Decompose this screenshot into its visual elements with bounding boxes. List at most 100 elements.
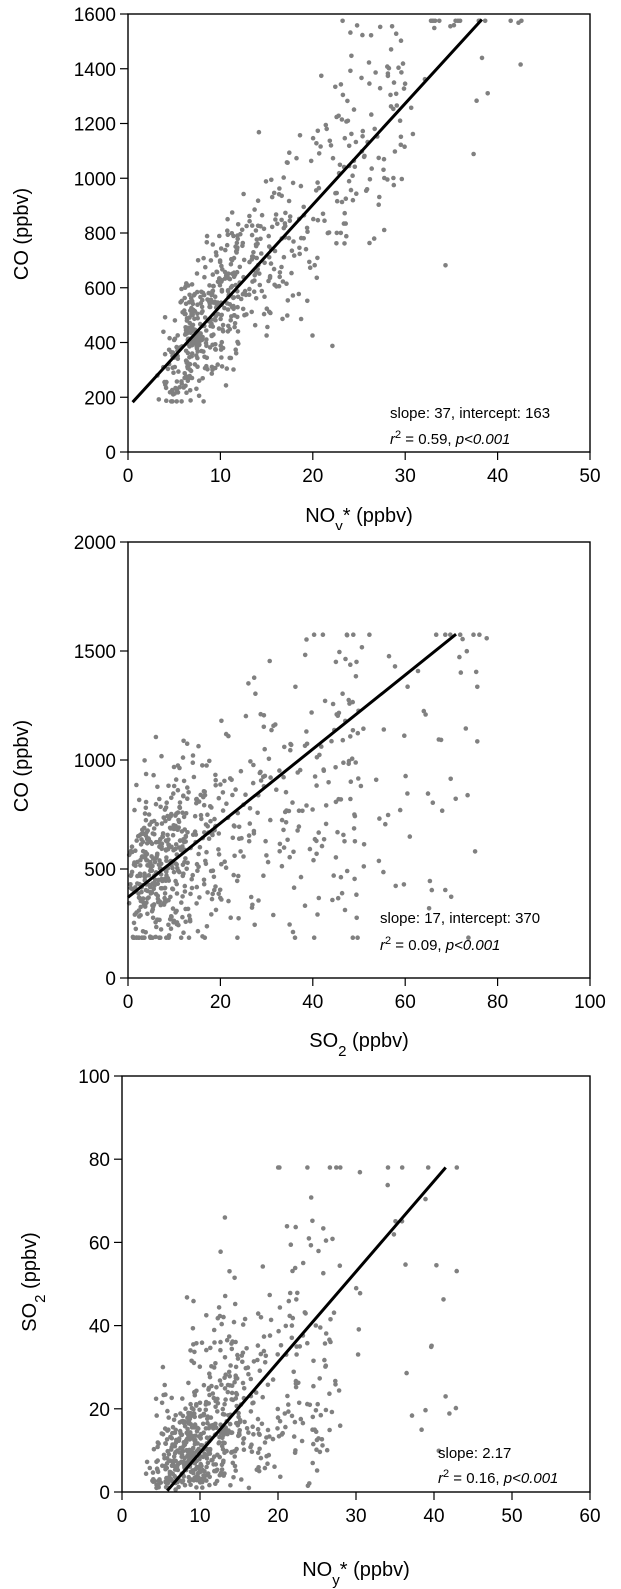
data-point <box>237 264 243 270</box>
data-point <box>275 1165 281 1170</box>
data-point <box>227 1269 232 1274</box>
data-point <box>264 1435 269 1440</box>
data-point <box>134 838 139 843</box>
data-point <box>178 935 184 940</box>
data-point <box>180 1479 185 1485</box>
data-point <box>216 847 221 852</box>
data-point <box>169 1435 175 1441</box>
data-point <box>402 144 407 149</box>
data-point <box>218 782 223 787</box>
data-point <box>225 228 230 233</box>
data-point <box>153 734 159 740</box>
data-point <box>292 1419 298 1425</box>
data-point <box>323 1238 329 1243</box>
data-point <box>180 1449 186 1454</box>
data-point <box>143 799 149 805</box>
data-point <box>202 274 207 280</box>
data-point <box>401 86 407 91</box>
data-point <box>213 1468 218 1474</box>
data-point <box>320 1443 325 1448</box>
data-point <box>209 292 214 298</box>
data-point <box>213 783 218 788</box>
data-point <box>197 895 202 900</box>
data-point <box>204 240 210 245</box>
data-point <box>128 873 134 879</box>
data-point <box>334 198 340 204</box>
x-tick-label: 20 <box>210 992 231 1013</box>
data-point <box>273 212 279 217</box>
data-point <box>240 1441 246 1446</box>
data-point <box>298 183 304 189</box>
data-point <box>241 191 246 197</box>
data-point <box>333 1382 338 1387</box>
data-point <box>164 1456 170 1461</box>
data-point <box>343 656 348 662</box>
data-point <box>401 882 407 887</box>
data-point <box>170 392 176 397</box>
data-point <box>242 288 248 294</box>
data-point <box>183 1406 188 1411</box>
data-point <box>175 865 180 871</box>
data-point <box>209 1457 214 1463</box>
data-point <box>164 858 169 863</box>
data-point <box>310 1218 315 1224</box>
data-point <box>304 741 310 747</box>
data-point <box>145 888 150 894</box>
data-point <box>190 1445 196 1451</box>
data-point <box>282 1411 288 1416</box>
data-point <box>249 1442 254 1447</box>
data-point <box>216 831 222 836</box>
data-point <box>248 759 253 764</box>
data-point <box>261 1348 267 1354</box>
data-point <box>235 339 240 345</box>
data-point <box>330 343 335 349</box>
data-point <box>255 198 261 203</box>
data-point <box>174 891 180 896</box>
data-point <box>152 859 158 865</box>
data-point <box>155 896 161 902</box>
data-point <box>327 138 333 144</box>
data-point <box>339 199 345 205</box>
data-point <box>220 1440 226 1445</box>
points-layer <box>126 632 490 940</box>
data-point <box>144 1459 150 1465</box>
data-point <box>305 1165 310 1170</box>
data-point <box>189 885 195 891</box>
data-point <box>265 859 271 865</box>
y-tick-label: 100 <box>78 1067 110 1088</box>
data-point <box>128 849 134 854</box>
data-point <box>293 1224 299 1230</box>
data-point <box>307 846 313 852</box>
data-point <box>430 800 436 805</box>
data-point <box>518 62 523 67</box>
data-point <box>361 726 366 731</box>
data-point <box>203 858 208 864</box>
data-point <box>163 1484 169 1490</box>
data-point <box>350 173 355 178</box>
x-ticks: 0 10 20 30 40 50 <box>123 452 601 487</box>
data-point <box>153 920 158 925</box>
data-point <box>207 304 212 310</box>
data-point <box>369 112 374 117</box>
data-point <box>231 367 236 372</box>
data-point <box>328 143 334 148</box>
data-point <box>150 1470 156 1475</box>
data-point <box>389 24 395 29</box>
data-point <box>293 1381 299 1386</box>
x-tick-label: 0 <box>123 992 134 1013</box>
data-point <box>283 820 289 825</box>
data-point <box>222 1293 228 1299</box>
data-point <box>236 916 241 921</box>
data-point <box>350 197 356 203</box>
data-point <box>329 738 334 744</box>
data-point <box>158 804 163 810</box>
data-point <box>385 71 391 76</box>
data-point <box>198 301 204 306</box>
data-point <box>280 316 285 322</box>
data-point <box>174 399 179 404</box>
data-point <box>246 292 252 298</box>
data-point <box>165 1408 170 1414</box>
data-point <box>281 254 287 260</box>
regression-line <box>166 1166 447 1492</box>
data-point <box>188 1410 193 1416</box>
